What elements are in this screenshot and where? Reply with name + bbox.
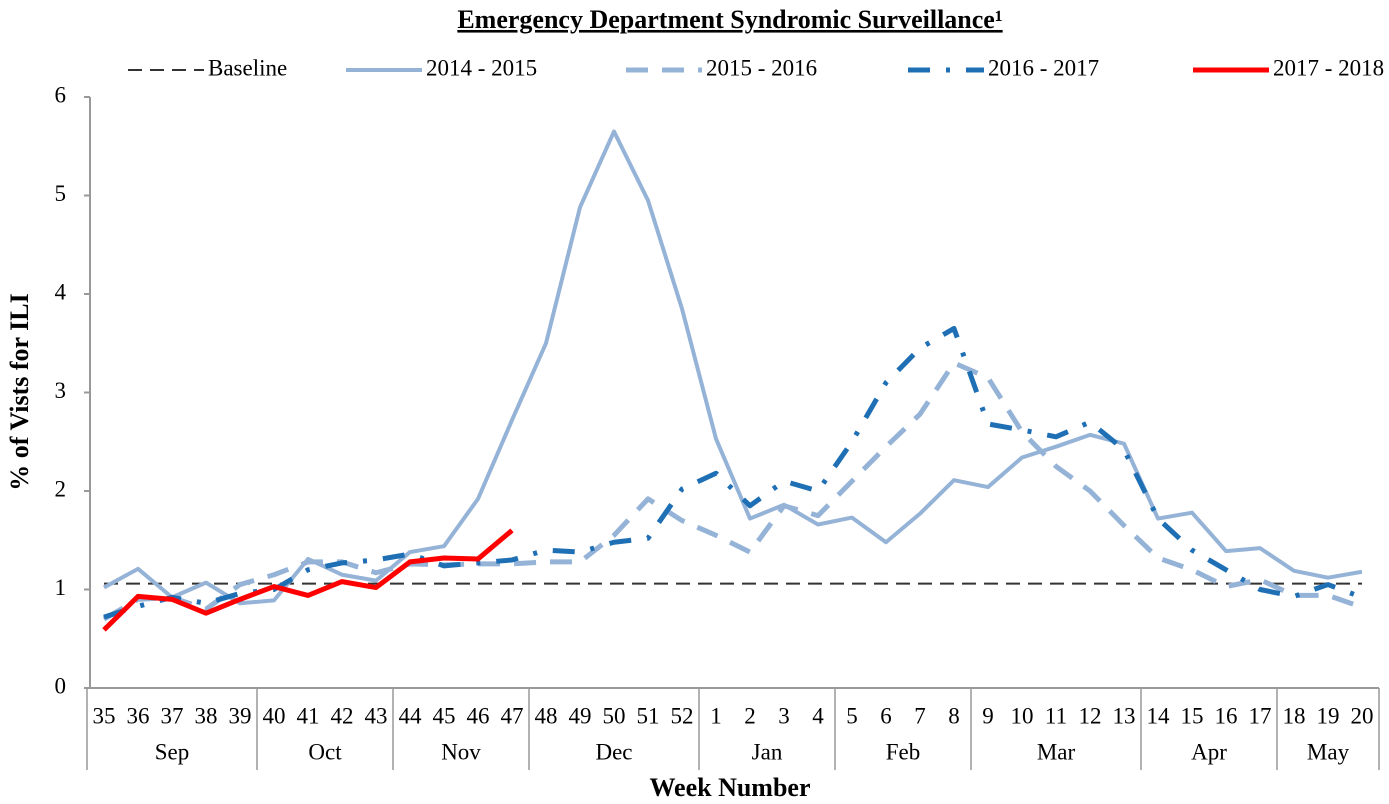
x-tick-label: 1 [710, 703, 722, 728]
y-tick-label: 2 [55, 476, 67, 501]
legend-label: 2016 - 2017 [988, 55, 1099, 80]
x-group-label: Dec [595, 739, 632, 764]
x-tick-label: 38 [195, 703, 218, 728]
x-tick-label: 20 [1351, 703, 1374, 728]
legend-label: 2015 - 2016 [706, 55, 817, 80]
x-tick-label: 14 [1147, 703, 1171, 728]
x-group-label: Oct [308, 739, 342, 764]
x-tick-label: 42 [331, 703, 354, 728]
x-tick-label: 39 [229, 703, 252, 728]
legend-label: 2014 - 2015 [426, 55, 537, 80]
x-tick-label: 45 [433, 703, 456, 728]
x-tick-label: 49 [569, 703, 592, 728]
x-tick-label: 9 [982, 703, 994, 728]
x-tick-label: 47 [501, 703, 524, 728]
y-axis-title: % of Vists for ILI [5, 293, 34, 490]
x-group-label: Nov [441, 739, 481, 764]
y-tick-label: 3 [55, 378, 67, 403]
x-group-label: May [1307, 739, 1350, 764]
y-tick-label: 4 [55, 279, 67, 304]
x-group-label: Mar [1037, 739, 1076, 764]
x-tick-label: 52 [671, 703, 694, 728]
x-tick-label: 16 [1215, 703, 1238, 728]
x-group-label: Jan [752, 739, 783, 764]
x-tick-label: 13 [1113, 703, 1136, 728]
x-tick-label: 43 [365, 703, 388, 728]
x-tick-label: 50 [603, 703, 626, 728]
x-tick-label: 10 [1011, 703, 1034, 728]
x-tick-label: 7 [914, 703, 926, 728]
x-tick-label: 35 [93, 703, 116, 728]
x-tick-label: 5 [846, 703, 858, 728]
series-line [103, 325, 1363, 620]
x-axis-title: Week Number [649, 773, 810, 802]
x-tick-label: 36 [127, 703, 150, 728]
x-tick-label: 41 [297, 703, 320, 728]
x-tick-label: 12 [1079, 703, 1102, 728]
x-tick-label: 44 [399, 703, 423, 728]
legend-label: 2017 - 2018 [1273, 55, 1384, 80]
x-tick-label: 37 [161, 703, 184, 728]
x-tick-label: 3 [778, 703, 790, 728]
x-tick-label: 15 [1181, 703, 1204, 728]
x-tick-label: 18 [1283, 703, 1306, 728]
series-line [102, 528, 514, 632]
chart-title: Emergency Department Syndromic Surveilla… [457, 5, 1002, 34]
x-tick-label: 6 [880, 703, 892, 728]
x-tick-label: 51 [637, 703, 660, 728]
y-tick-label: 0 [55, 673, 67, 698]
x-tick-label: 2 [744, 703, 756, 728]
x-tick-label: 11 [1045, 703, 1067, 728]
x-tick-label: 48 [535, 703, 558, 728]
x-group-label: Feb [886, 739, 921, 764]
y-tick-label: 1 [55, 575, 67, 600]
y-tick-label: 6 [55, 82, 67, 107]
x-tick-label: 19 [1317, 703, 1340, 728]
x-group-label: Sep [155, 739, 190, 764]
x-group-label: Apr [1191, 739, 1227, 764]
y-tick-label: 5 [55, 181, 67, 206]
legend-label: Baseline [208, 55, 287, 80]
x-tick-label: 4 [812, 703, 824, 728]
x-tick-label: 46 [467, 703, 490, 728]
series-line [102, 360, 1363, 622]
x-tick-label: 40 [263, 703, 286, 728]
x-tick-label: 17 [1249, 703, 1272, 728]
x-tick-label: 8 [948, 703, 960, 728]
